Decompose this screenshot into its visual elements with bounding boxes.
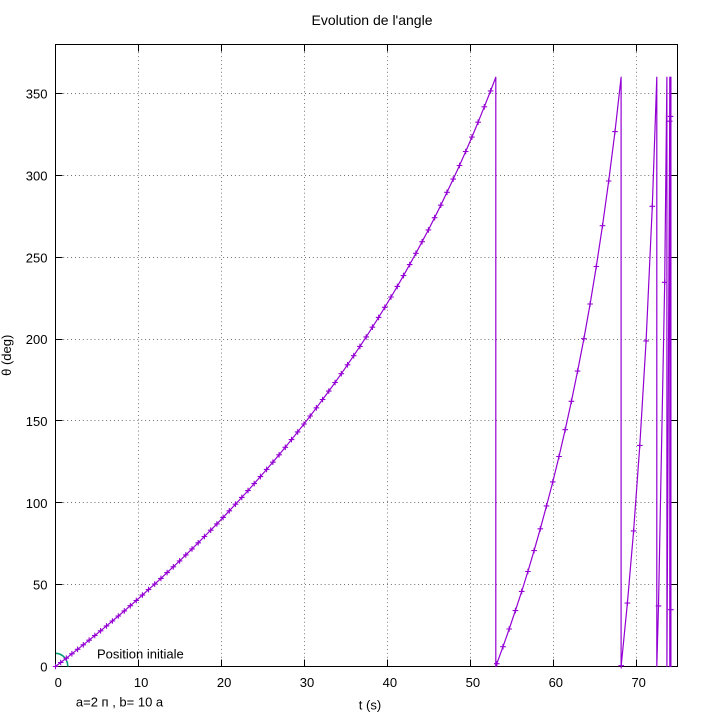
svg-text:t (s): t (s) (359, 698, 381, 713)
svg-text:0: 0 (55, 675, 62, 690)
svg-text:50: 50 (33, 578, 47, 593)
svg-text:70: 70 (631, 675, 645, 690)
svg-text:30: 30 (300, 675, 314, 690)
svg-text:20: 20 (217, 675, 231, 690)
svg-text:200: 200 (26, 332, 48, 347)
svg-text:250: 250 (26, 250, 48, 265)
svg-text:350: 350 (26, 87, 48, 102)
svg-text:50: 50 (466, 675, 480, 690)
svg-text:60: 60 (549, 675, 563, 690)
svg-text:θ (deg): θ (deg) (0, 335, 14, 376)
svg-text:150: 150 (26, 414, 48, 429)
svg-text:Evolution de l'angle: Evolution de l'angle (312, 12, 433, 28)
svg-text:300: 300 (26, 168, 48, 183)
svg-text:0: 0 (40, 660, 47, 675)
svg-text:10: 10 (134, 675, 148, 690)
svg-text:a=2 п , b= 10 a: a=2 п , b= 10 a (76, 695, 164, 710)
svg-text:Position initiale: Position initiale (97, 647, 184, 662)
svg-text:40: 40 (383, 675, 397, 690)
svg-text:100: 100 (26, 496, 48, 511)
